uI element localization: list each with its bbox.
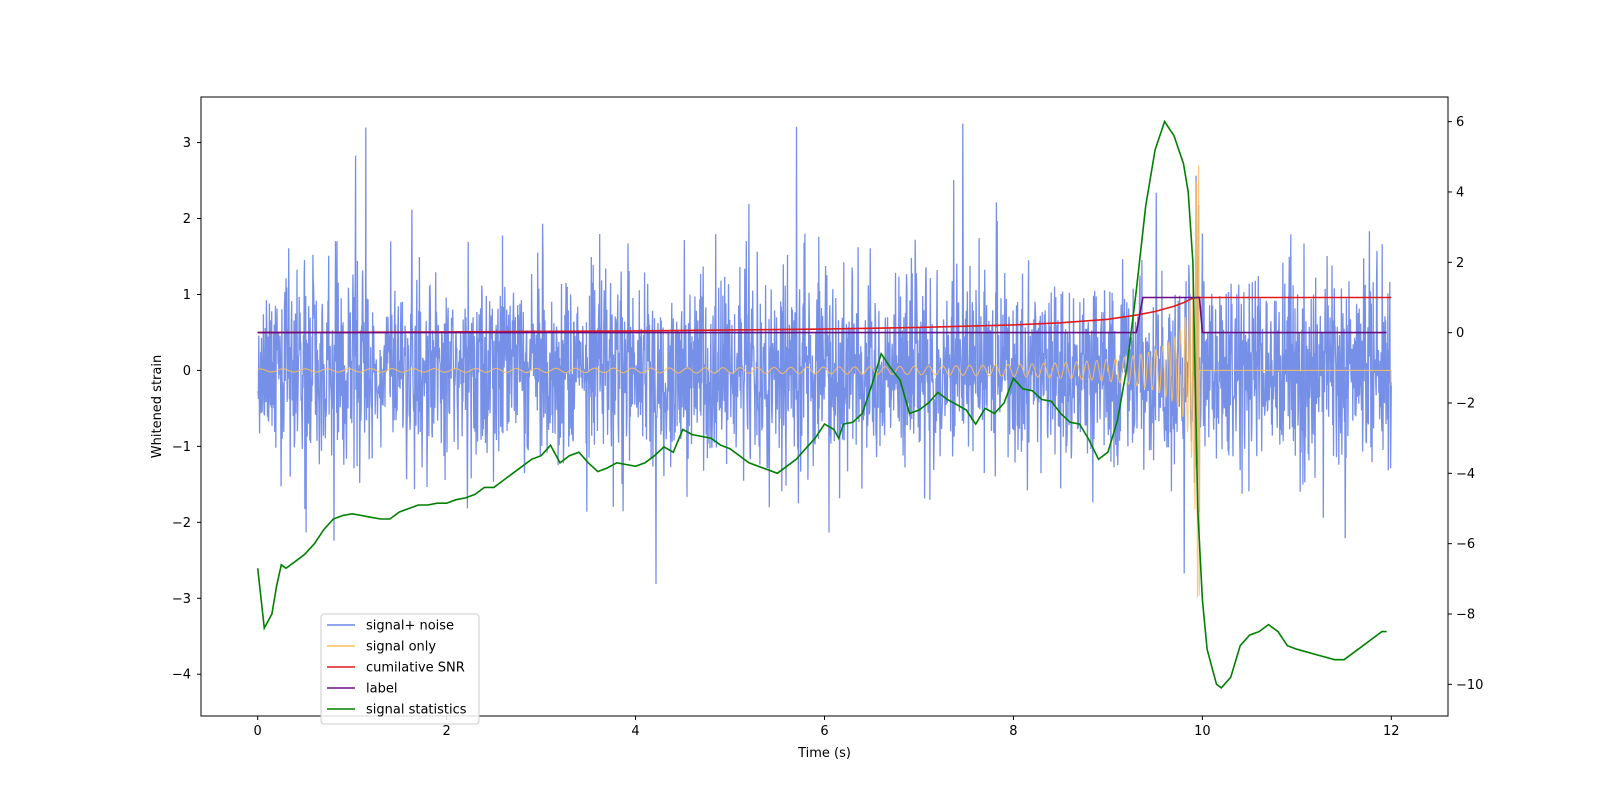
x-tick-label: 6 [820, 724, 828, 739]
y-tick-label: −3 [172, 592, 191, 607]
series-label [257, 296, 1387, 334]
legend-items: signal+ noise signal only cumilative SNR la… [327, 619, 467, 718]
series-signal-statistics [256, 119, 1387, 689]
legend-label: signal+ noise [366, 619, 454, 634]
y2-tick-label: −8 [1456, 608, 1475, 623]
y-tick-label: 2 [183, 212, 191, 227]
legend-label: label [366, 682, 397, 697]
y-tick-label: 1 [183, 288, 191, 303]
y-axis-label: Whitened strain [150, 355, 165, 458]
legend-label: signal only [366, 640, 436, 655]
x-tick-label: 4 [631, 724, 639, 739]
y-tick-label: 0 [183, 364, 191, 379]
y2-tick-label: 2 [1456, 256, 1464, 271]
legend-label: cumilative SNR [366, 661, 465, 676]
series-layer [256, 119, 1392, 689]
x-tick-label: 12 [1383, 724, 1400, 739]
y-tick-label: −1 [172, 440, 191, 455]
legend-label: signal statistics [366, 703, 467, 718]
y2-tick-label: −2 [1456, 396, 1475, 411]
y-axis-left: 3 2 1 0 −1 −2 −3 −4 [172, 136, 201, 683]
legend-box [320, 613, 480, 725]
x-tick-label: 10 [1194, 724, 1211, 739]
x-axis-label: Time (s) [797, 746, 851, 761]
series-signal-only [257, 165, 1392, 598]
series-signal-noise [257, 123, 1392, 584]
x-tick-label: 8 [1009, 724, 1017, 739]
x-tick-label: 2 [442, 724, 450, 739]
y-tick-label: 3 [183, 136, 191, 151]
legend: signal+ noise signal only cumilative SNR la… [320, 613, 480, 725]
x-tick-label: 0 [254, 724, 262, 739]
y-axis-right: 6 4 2 0 −2 −4 −6 −8 −10 [1448, 115, 1483, 693]
y2-tick-label: 4 [1456, 185, 1464, 200]
y2-tick-label: −6 [1456, 537, 1475, 552]
y2-tick-label: 0 [1456, 326, 1464, 341]
y2-tick-label: −10 [1456, 678, 1483, 693]
y-tick-label: −2 [172, 516, 191, 531]
y2-tick-label: 6 [1456, 115, 1464, 130]
y2-tick-label: −4 [1456, 467, 1475, 482]
y-tick-label: −4 [172, 668, 191, 683]
